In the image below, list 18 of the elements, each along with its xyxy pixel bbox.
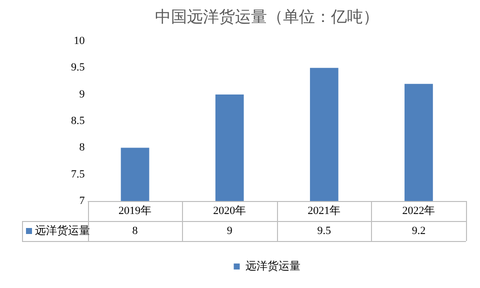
data-label: 9: [226, 224, 233, 237]
x-tick-label: 2019年: [118, 204, 152, 217]
legend-label: 远洋货运量: [245, 259, 300, 272]
text: 远洋货运量: [35, 224, 90, 237]
x-tick-label: 2022年: [402, 204, 436, 217]
chart-title: 中国远洋货运量（单位：亿吨）: [155, 8, 379, 26]
y-tick-label: 9.5: [71, 62, 86, 74]
x-tick-label: 2020年: [213, 204, 246, 217]
y-tick-label: 7.5: [71, 168, 86, 180]
y-tick-label: 10: [74, 35, 86, 48]
data-label: 9.2: [412, 224, 426, 237]
y-tick-label: 8: [79, 142, 86, 154]
x-tick-label: 2021年: [308, 204, 341, 217]
data-label: 8: [132, 224, 138, 237]
y-tick-label: 8.5: [71, 114, 86, 127]
data-label: 9.5: [317, 224, 332, 237]
y-tick-label: 9: [79, 88, 86, 100]
y-tick-label: 7: [79, 194, 86, 207]
